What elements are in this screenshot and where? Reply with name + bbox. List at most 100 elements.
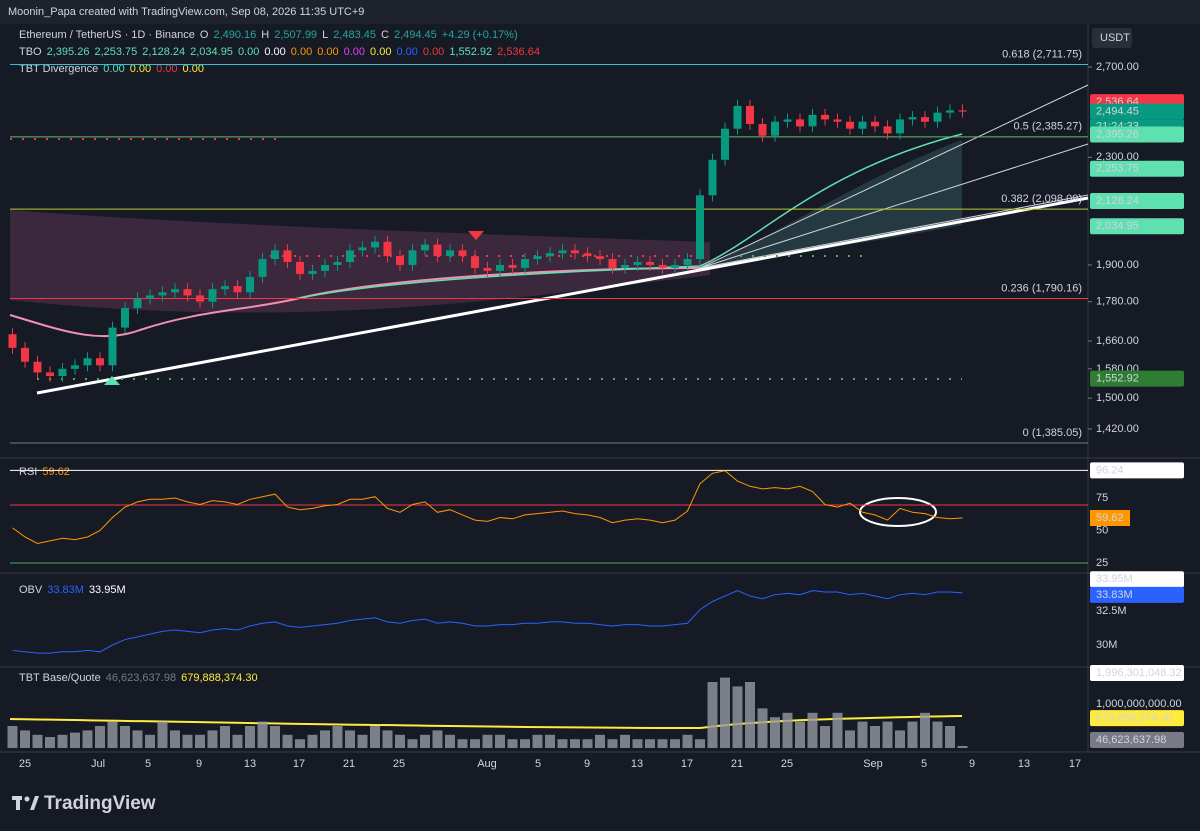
rsi-value-box <box>1090 509 1130 526</box>
candle <box>146 295 154 299</box>
legend-item: RSI <box>19 466 37 478</box>
volume-bar <box>782 712 793 748</box>
volume-bar <box>32 734 43 748</box>
volume-bar <box>432 730 443 748</box>
candle <box>21 347 29 362</box>
logo <box>12 796 39 810</box>
volume-bar <box>557 739 568 748</box>
separators <box>0 24 1200 753</box>
candle <box>33 361 42 373</box>
candle <box>208 289 217 302</box>
candle <box>221 286 229 290</box>
legend: RSI 59.62 <box>19 466 70 478</box>
volume-bar <box>595 734 605 748</box>
candle <box>183 289 192 296</box>
legend-item: 2,494.45 <box>394 29 437 41</box>
legend-item: 0.00 <box>238 46 259 58</box>
fib-label: 0.382 (2,098.09) <box>1001 193 1082 205</box>
price-tick-label: 1,420.00 <box>1096 423 1139 435</box>
legend-item: 0.00 <box>264 46 285 58</box>
candle <box>783 119 792 122</box>
volume-bar <box>232 734 243 748</box>
volume-bar <box>107 721 118 748</box>
legend: TBT Divergence 0.00 0.00 0.00 0.00 <box>19 63 204 75</box>
volume-bar <box>720 677 730 748</box>
candle <box>496 264 504 271</box>
candle <box>8 334 17 348</box>
candle <box>396 256 404 265</box>
candle <box>108 327 117 366</box>
candle <box>358 247 367 251</box>
legend-item: TBT Base/Quote <box>19 672 101 684</box>
volume-bar <box>820 726 830 748</box>
volume-bar <box>382 730 393 748</box>
date-label: 5 <box>921 758 927 770</box>
volume-bar <box>182 734 193 748</box>
candle <box>96 358 104 366</box>
volume-bar <box>832 712 843 748</box>
candle <box>171 289 179 293</box>
legend-item: 0.00 <box>344 46 365 58</box>
candle <box>958 110 967 112</box>
volume-bar <box>920 712 930 748</box>
volume-bar <box>607 739 618 748</box>
candle <box>771 121 779 136</box>
date-label: 13 <box>1018 758 1030 770</box>
price-label-box <box>1090 103 1184 120</box>
volume-bar <box>932 721 943 748</box>
volume-bar <box>195 734 205 748</box>
volume-label: 1,996,301,048.32 <box>1096 667 1182 679</box>
price-label-box <box>1090 370 1184 387</box>
obv-line <box>12 590 963 654</box>
legend-item: 0.00 <box>103 63 124 75</box>
candle <box>258 259 267 277</box>
legend-item: 0.00 <box>317 46 338 58</box>
credit: Moonin_Papa created with TradingView.com… <box>8 6 364 18</box>
volume-bar <box>270 726 280 748</box>
date-label: 21 <box>731 758 743 770</box>
volume-bar <box>157 721 168 748</box>
candle <box>608 259 617 268</box>
candle <box>296 261 304 274</box>
volume-bar <box>645 739 655 748</box>
rsi-max-label-box <box>1090 462 1184 479</box>
legend-item: 33.83M <box>47 584 84 596</box>
legend-item: 2,395.26 <box>47 46 90 58</box>
candle <box>758 124 767 136</box>
date-label: 25 <box>19 758 31 770</box>
legend-item: 0.00 <box>423 46 444 58</box>
volume-label: 46,623,637.98 <box>1096 734 1166 746</box>
legend-item: C <box>381 29 389 41</box>
candle <box>858 121 867 129</box>
price-tick-label: 1,780.00 <box>1096 296 1139 308</box>
volume-bar <box>570 739 580 748</box>
top-bar <box>0 0 1200 24</box>
candle <box>233 286 242 293</box>
volume-bar <box>957 745 968 748</box>
volume-bar <box>507 739 518 748</box>
volume-bar <box>7 726 18 748</box>
price-tick-label: 2,300.00 <box>1096 151 1139 163</box>
volume-bar <box>345 730 355 748</box>
fib-label: 0.5 (2,385.27) <box>1014 121 1083 133</box>
volume-bar <box>620 734 630 748</box>
legend-item: 679,888,374.30 <box>181 672 257 684</box>
candle <box>158 292 167 296</box>
currency-box[interactable] <box>1092 28 1132 48</box>
currency[interactable]: USDT <box>1100 32 1130 44</box>
obv-label-box <box>1090 571 1184 588</box>
volume-bar <box>545 734 555 748</box>
candle <box>58 368 67 377</box>
obv-tick-label: 32.5M <box>1096 605 1127 617</box>
volume-bar <box>295 739 305 748</box>
candle <box>458 250 467 257</box>
volume-bar <box>120 726 130 748</box>
candle <box>633 261 642 265</box>
date-label: 25 <box>393 758 405 770</box>
legend-item: 2,128.24 <box>142 46 185 58</box>
volume-bar <box>307 734 318 748</box>
legend-item: 2,483.45 <box>333 29 376 41</box>
volume-bar <box>220 726 230 748</box>
price-label-box <box>1090 126 1184 143</box>
